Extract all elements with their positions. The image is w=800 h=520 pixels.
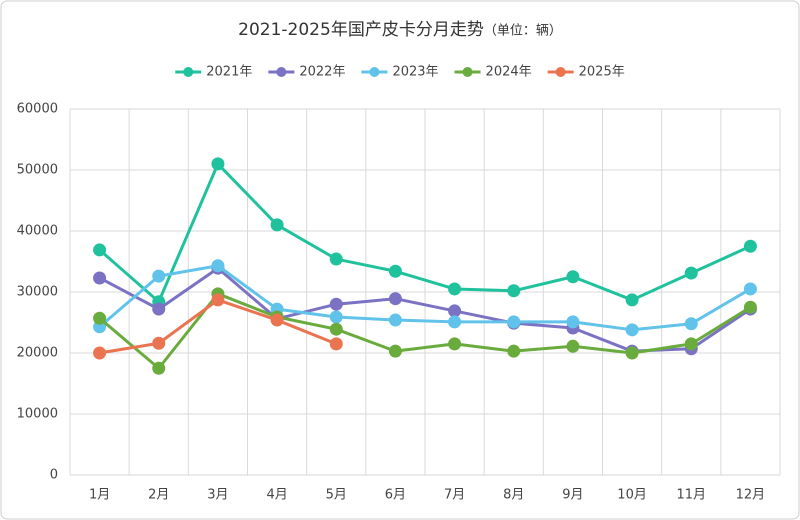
data-point — [684, 317, 698, 331]
data-point — [743, 282, 757, 296]
x-tick-label: 6月 — [385, 488, 406, 503]
legend-item: 2025年 — [547, 65, 625, 80]
data-point — [566, 339, 580, 353]
chart-subtitle: （单位：辆） — [484, 24, 562, 39]
x-tick-label: 2月 — [148, 488, 169, 503]
data-point — [152, 336, 166, 350]
data-point — [743, 300, 757, 314]
x-tick-label: 10月 — [617, 488, 647, 503]
data-point — [211, 293, 225, 307]
data-point — [625, 323, 639, 337]
data-point — [448, 282, 462, 296]
legend-item: 2022年 — [268, 65, 345, 80]
x-tick-label: 1月 — [89, 488, 110, 503]
legend-label: 2023年 — [392, 65, 438, 80]
legend-label: 2021年 — [206, 65, 252, 80]
y-tick-label: 30000 — [17, 285, 58, 300]
data-point — [152, 361, 166, 375]
data-point — [684, 266, 698, 280]
legend-item: 2023年 — [361, 65, 439, 80]
data-point — [270, 218, 284, 232]
data-point — [684, 337, 698, 351]
data-point — [211, 259, 225, 273]
data-point — [625, 346, 639, 360]
y-tick-label: 20000 — [17, 346, 58, 361]
data-point — [388, 344, 402, 358]
data-point — [93, 271, 107, 285]
y-tick-label: 60000 — [17, 102, 58, 117]
data-point — [270, 313, 284, 327]
data-point — [566, 270, 580, 284]
data-point — [507, 344, 521, 358]
legend-marker — [369, 67, 380, 77]
data-point — [388, 292, 402, 306]
data-point — [448, 315, 462, 329]
x-tick-label: 4月 — [266, 488, 287, 503]
data-point — [93, 346, 107, 360]
data-point — [507, 284, 521, 298]
legend-label: 2024年 — [486, 65, 532, 80]
data-point — [625, 293, 639, 307]
data-point — [329, 252, 343, 266]
data-point — [743, 239, 757, 253]
data-point — [329, 322, 343, 336]
series-line — [98, 264, 752, 332]
data-point — [211, 157, 225, 171]
y-tick-label: 0 — [50, 468, 58, 483]
x-tick-label: 9月 — [562, 488, 583, 503]
legend-item: 2021年 — [175, 65, 252, 80]
data-point — [388, 264, 402, 278]
data-point — [93, 243, 107, 257]
data-point — [566, 315, 580, 329]
x-tick-label: 7月 — [444, 488, 465, 503]
legend-label: 2022年 — [299, 65, 345, 80]
series-line — [98, 162, 752, 304]
data-point — [329, 297, 343, 311]
x-tick-label: 11月 — [676, 488, 706, 503]
legend-marker — [183, 67, 194, 77]
legend: 2021年 2022年 2023年 2024年 2025年 — [175, 65, 625, 80]
legend-marker — [462, 67, 473, 77]
y-tick-label: 40000 — [17, 224, 58, 239]
y-tick-label: 50000 — [17, 163, 58, 178]
data-point — [448, 337, 462, 351]
legend-marker — [555, 67, 566, 77]
x-tick-label: 3月 — [207, 488, 228, 503]
data-point — [152, 302, 166, 316]
y-tick-label: 10000 — [17, 407, 58, 422]
legend-label: 2025年 — [579, 65, 625, 80]
data-point — [448, 304, 462, 318]
data-point — [388, 313, 402, 327]
chart-title: 2021-2025年国产皮卡分月走势 — [238, 20, 484, 40]
data-point — [93, 311, 107, 325]
data-point — [329, 310, 343, 324]
legend-marker — [276, 67, 287, 77]
x-tick-label: 12月 — [736, 488, 766, 503]
data-point — [152, 269, 166, 283]
x-tick-label: 5月 — [326, 488, 347, 503]
data-point — [329, 337, 343, 351]
data-point — [507, 315, 521, 329]
legend-item: 2024年 — [454, 65, 532, 80]
x-tick-label: 8月 — [503, 488, 524, 503]
